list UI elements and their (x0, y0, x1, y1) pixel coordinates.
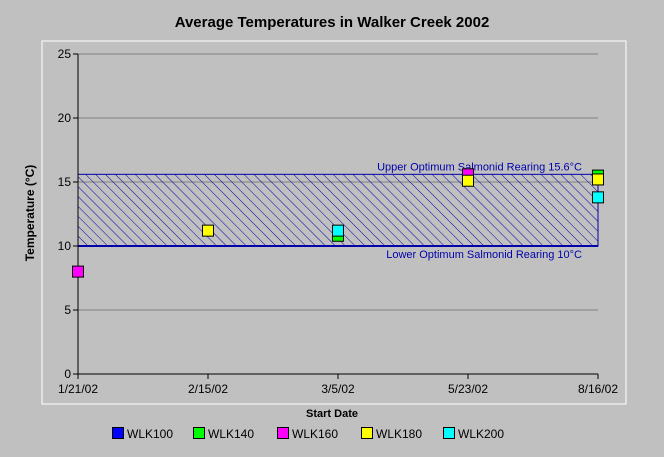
legend-swatch (112, 427, 124, 439)
legend-item-wlk140: WLK140 (193, 427, 254, 441)
legend-swatch (361, 427, 373, 439)
legend-label: WLK180 (376, 427, 423, 441)
x-tick-label: 3/5/02 (321, 382, 355, 396)
legend-item-wlk160: WLK160 (277, 427, 338, 441)
x-tick-label: 8/16/02 (578, 382, 618, 396)
y-axis-label: Temperature (°C) (23, 165, 37, 262)
data-point-wlk180 (202, 224, 214, 237)
legend-label: WLK140 (208, 427, 255, 441)
x-tick-label: 5/23/02 (448, 382, 488, 396)
x-tick-label: 1/21/02 (58, 382, 98, 396)
y-tick-label: 10 (58, 239, 72, 253)
legend-item-wlk200: WLK200 (443, 427, 504, 441)
x-tick-label: 2/15/02 (188, 382, 228, 396)
x-axis-label: Start Date (306, 408, 358, 420)
y-tick-label: 0 (64, 367, 71, 381)
legend-swatch (193, 427, 205, 439)
chart-frame (41, 40, 627, 405)
legend-swatch (277, 427, 289, 439)
y-tick-label: 25 (58, 47, 72, 61)
y-tick-label: 20 (58, 111, 72, 125)
legend-item-wlk100: WLK100 (112, 427, 173, 441)
y-tick-label: 15 (58, 175, 72, 189)
legend-label: WLK200 (458, 427, 505, 441)
upper-threshold-label: Upper Optimum Salmonid Rearing 15.6°C (377, 161, 582, 173)
lower-threshold-label: Lower Optimum Salmonid Rearing 10°C (386, 249, 582, 261)
legend-item-wlk180: WLK180 (361, 427, 422, 441)
legend-label: WLK160 (292, 427, 339, 441)
data-point-wlk200 (592, 191, 604, 204)
legend-label: WLK100 (127, 427, 174, 441)
chart-title: Average Temperatures in Walker Creek 200… (174, 14, 490, 31)
legend-swatch (443, 427, 455, 439)
y-tick-label: 5 (64, 303, 71, 317)
data-point-wlk180 (592, 173, 604, 186)
data-point-wlk160 (72, 265, 84, 278)
data-point-wlk180 (462, 174, 474, 187)
data-point-wlk200 (332, 224, 344, 237)
